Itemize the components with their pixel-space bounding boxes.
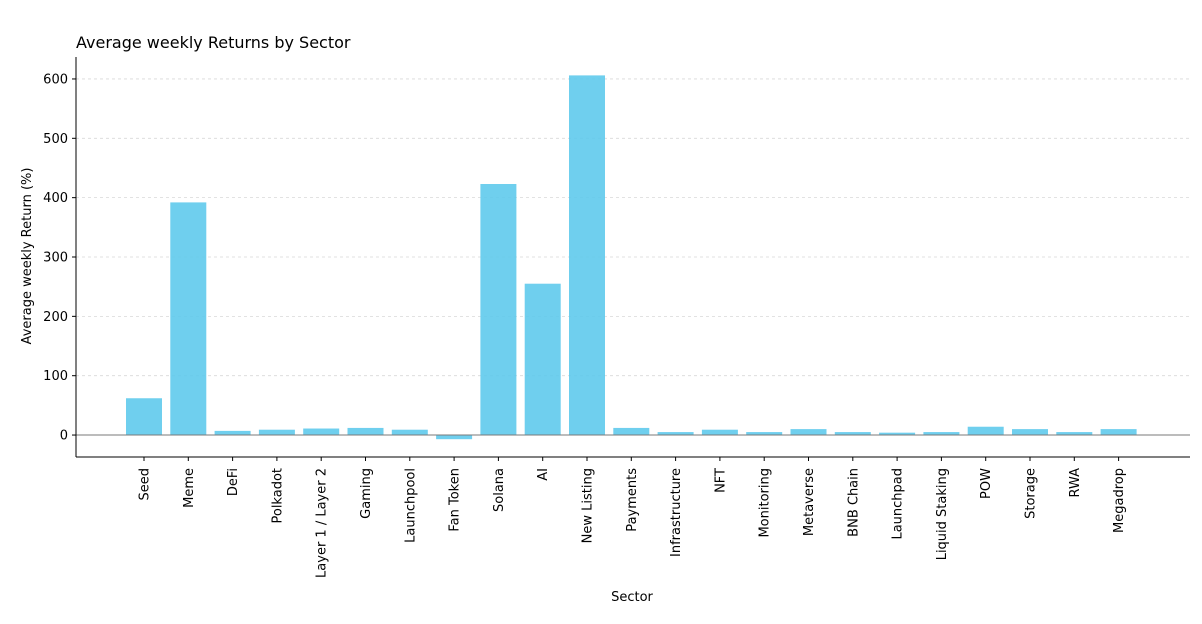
bar — [701, 429, 738, 436]
bars — [126, 75, 1137, 440]
y-axis-label: Average weekly Return (%) — [20, 168, 35, 345]
x-tick-label: Storage — [1024, 468, 1039, 519]
x-tick-label: BNB Chain — [846, 468, 861, 537]
bar — [214, 430, 251, 436]
y-tick-label: 500 — [43, 132, 68, 147]
x-tick-label: Infrastructure — [669, 468, 684, 557]
x-tick-label: Metaverse — [802, 468, 817, 536]
bar — [480, 184, 517, 436]
y-ticks: 0 100 200 300 400 500 600 — [43, 72, 76, 444]
y-tick-label: 300 — [43, 251, 68, 266]
x-tick-label: AI — [536, 468, 551, 481]
x-tick-label: Gaming — [359, 468, 374, 519]
x-tick-label: Layer 1 / Layer 2 — [315, 468, 330, 578]
y-tick-label: 400 — [43, 191, 68, 206]
x-tick-label: DeFi — [226, 468, 241, 496]
bar — [126, 398, 162, 436]
y-tick-label: 0 — [60, 429, 68, 444]
x-tick-label: Polkadot — [270, 468, 285, 524]
x-tick-label: Launchpad — [891, 468, 906, 540]
bar — [524, 283, 561, 436]
x-tick-label: Megadrop — [1112, 468, 1127, 533]
x-tick-label: Solana — [492, 468, 507, 512]
x-tick-label: Meme — [182, 468, 197, 508]
bar — [657, 432, 694, 436]
bar — [347, 427, 384, 436]
x-tick-label: New Listing — [581, 468, 596, 543]
bar — [790, 429, 827, 436]
bar — [834, 432, 871, 436]
y-tick-label: 100 — [43, 369, 68, 384]
bar — [1100, 429, 1137, 436]
bar — [569, 75, 605, 436]
bar — [170, 202, 207, 436]
x-tick-label: Fan Token — [448, 468, 463, 532]
y-tick-label: 200 — [43, 310, 68, 325]
bar — [436, 435, 473, 440]
bar — [879, 432, 916, 436]
bar — [746, 432, 783, 436]
grid-lines — [76, 78, 1190, 436]
x-tick-label: Launchpool — [403, 468, 418, 543]
y-tick-label: 600 — [43, 72, 68, 87]
x-tick-label: Liquid Staking — [935, 468, 950, 560]
x-tick-label: Seed — [138, 468, 153, 501]
x-tick-label: Monitoring — [758, 468, 773, 538]
x-tick-label: POW — [979, 468, 994, 499]
x-ticks: Seed Meme DeFi Polkadot Layer 1 / Layer 2 Gam… — [138, 457, 1127, 578]
bar — [303, 428, 340, 436]
bar — [1056, 432, 1093, 436]
chart-title: Average weekly Returns by Sector — [76, 33, 351, 52]
x-axis-label: Sector — [611, 590, 653, 605]
x-tick-label: RWA — [1068, 468, 1083, 498]
bar — [613, 427, 650, 436]
x-tick-label: NFT — [713, 468, 728, 493]
bar — [391, 429, 428, 436]
bar — [923, 432, 960, 436]
bar — [258, 429, 295, 436]
bar — [967, 426, 1004, 436]
x-tick-label: Payments — [625, 468, 640, 532]
bar — [1012, 429, 1048, 436]
